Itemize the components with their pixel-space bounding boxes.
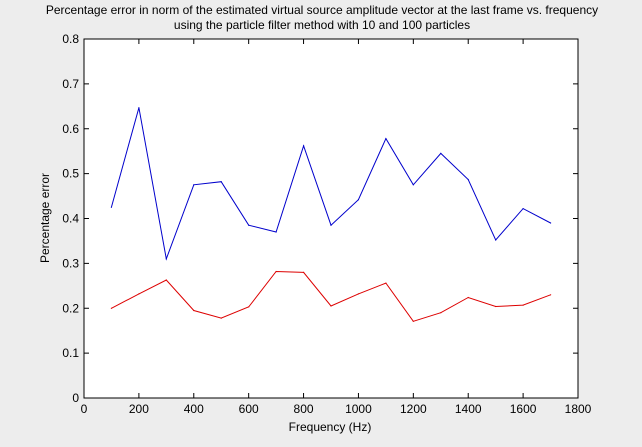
series-2-point	[550, 294, 552, 296]
y-axis-ticks: 0 0.1 0.2 0.3 0.4 0.5 0.6 0.7 0.8	[62, 32, 578, 405]
series-2-point	[412, 320, 414, 322]
y-tick-label: 0.7	[62, 77, 79, 91]
series-2-point	[138, 293, 140, 295]
series-2-point	[193, 309, 195, 312]
y-tick-label: 0.1	[62, 346, 79, 360]
x-tick-label: 1000	[345, 402, 372, 416]
series-1-point	[522, 208, 524, 210]
series-1-point	[330, 224, 332, 226]
series-1-point	[550, 222, 552, 224]
series-1-point	[440, 152, 442, 154]
series-2-point	[303, 271, 305, 273]
series-1-point	[193, 184, 195, 186]
series-1-point	[110, 206, 112, 208]
series-1-point	[495, 239, 497, 241]
series-1-point	[357, 199, 359, 201]
series-2-point	[248, 306, 250, 308]
series-2-point	[330, 305, 332, 307]
x-tick-label: 1800	[565, 402, 592, 416]
series-1-point	[165, 258, 167, 260]
chart-title-line-2: using the particle filter method with 10…	[174, 18, 470, 32]
x-axis-ticks: 0 200 400 600 800 1000 1200 1400 1600 1800	[81, 39, 592, 416]
y-tick-label: 0.2	[62, 301, 79, 315]
x-tick-label: 1600	[510, 402, 537, 416]
y-axis-label: Percentage error	[38, 173, 52, 263]
series-2-point	[467, 296, 469, 299]
series-2-point	[522, 304, 524, 306]
series-2-point	[385, 282, 387, 284]
series-1-point	[467, 178, 469, 181]
x-tick-label: 0	[81, 402, 88, 416]
y-tick-label: 0.3	[62, 256, 79, 270]
series-2-point	[110, 307, 112, 309]
series-2-point	[495, 305, 497, 308]
series-1-point	[385, 138, 387, 140]
y-tick-label: 0.5	[62, 167, 79, 181]
series-1-point	[412, 184, 414, 186]
chart-title-line-1: Percentage error in norm of the estimate…	[46, 3, 598, 17]
series-1-point	[138, 107, 140, 109]
x-tick-label: 200	[129, 402, 149, 416]
series-layer	[110, 107, 552, 322]
plot-area	[84, 39, 578, 398]
series-1-point	[303, 145, 305, 147]
series-1-point	[248, 224, 250, 226]
series-2-point	[357, 293, 359, 295]
x-tick-label: 800	[294, 402, 314, 416]
x-tick-label: 1400	[455, 402, 482, 416]
x-tick-label: 400	[184, 402, 204, 416]
x-tick-label: 600	[239, 402, 259, 416]
series-1-point	[220, 181, 222, 183]
y-tick-label: 0	[72, 391, 79, 405]
x-tick-label: 1200	[400, 402, 427, 416]
y-tick-label: 0.6	[62, 122, 79, 136]
series-1-point	[275, 231, 277, 233]
y-tick-label: 0.4	[62, 212, 79, 226]
series-2-point	[275, 270, 277, 273]
y-tick-label: 0.8	[62, 32, 79, 46]
series-2-point	[165, 279, 167, 281]
series-2-point	[220, 317, 222, 319]
series-2-point	[440, 312, 442, 314]
x-axis-label: Frequency (Hz)	[289, 420, 372, 434]
